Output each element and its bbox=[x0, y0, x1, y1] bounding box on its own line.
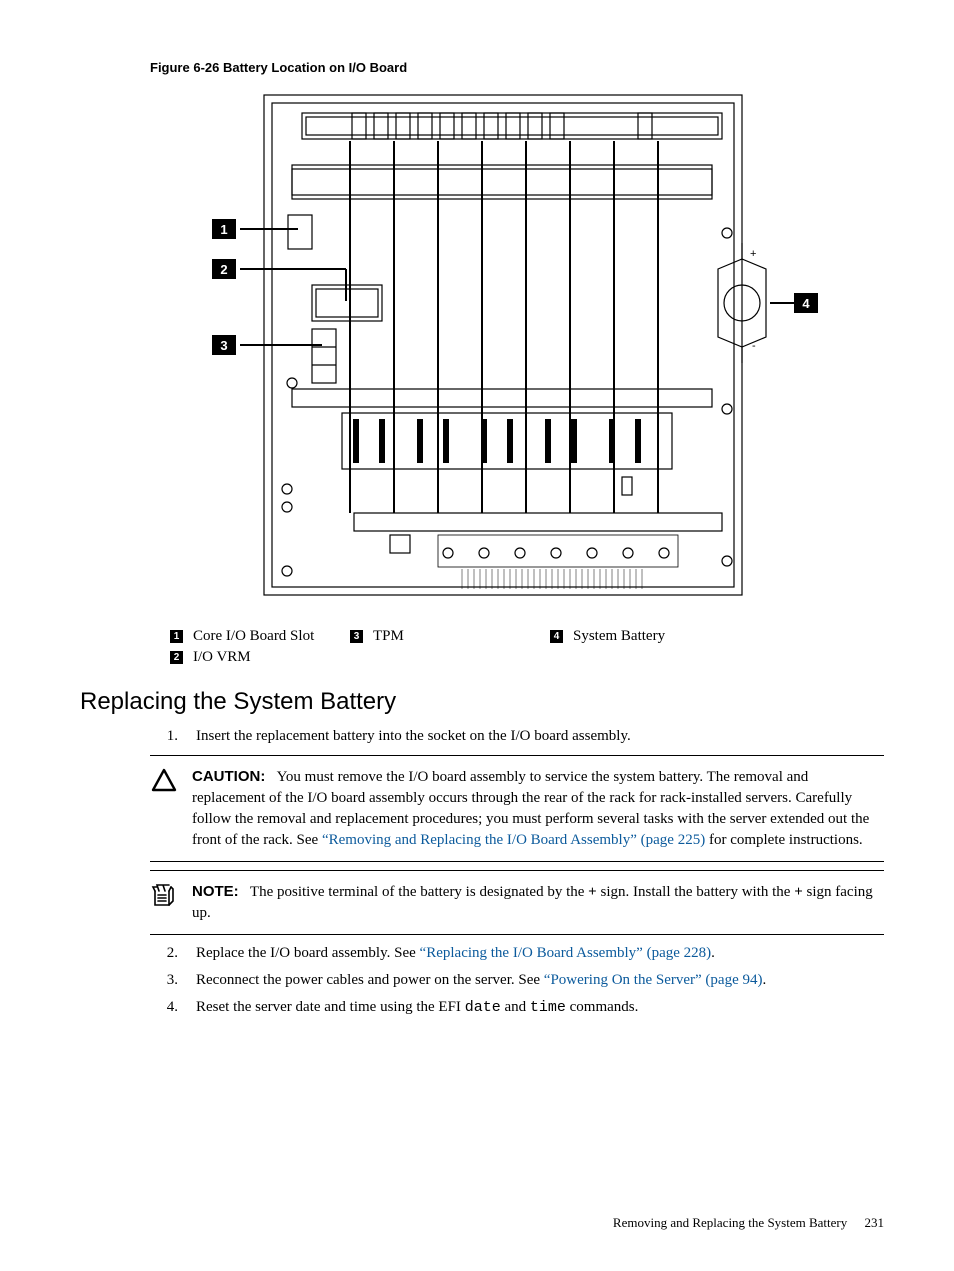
step-2-post: . bbox=[711, 945, 715, 961]
step-3-pre: Reconnect the power cables and power on … bbox=[196, 972, 544, 988]
step-1-num: 1. bbox=[160, 726, 178, 747]
step-4-code-time: time bbox=[530, 999, 566, 1016]
step-2-link[interactable]: “Replacing the I/O Board Assembly” (page… bbox=[420, 945, 712, 961]
legend-item-4: 4 System Battery bbox=[550, 628, 750, 645]
battery-plus-label: + bbox=[750, 248, 756, 260]
note-callout: NOTE: The positive terminal of the batte… bbox=[150, 870, 884, 935]
step-4-num: 4. bbox=[160, 997, 178, 1018]
step-2-pre: Replace the I/O board assembly. See bbox=[196, 945, 420, 961]
legend-badge-2: 2 bbox=[170, 651, 183, 664]
step-4-mid: and bbox=[501, 999, 530, 1015]
caution-text-post: for complete instructions. bbox=[705, 832, 862, 848]
figure-caption: Figure 6-26 Battery Location on I/O Boar… bbox=[150, 60, 884, 75]
step-4-code-date: date bbox=[465, 999, 501, 1016]
caution-callout: CAUTION: You must remove the I/O board a… bbox=[150, 755, 884, 862]
note-label: NOTE: bbox=[192, 883, 239, 900]
callout-3: 3 bbox=[220, 338, 227, 353]
step-2-num: 2. bbox=[160, 943, 178, 964]
step-3-link[interactable]: “Powering On the Server” (page 94) bbox=[544, 972, 763, 988]
callout-1: 1 bbox=[220, 222, 227, 237]
page-footer: Removing and Replacing the System Batter… bbox=[613, 1215, 884, 1231]
step-2: 2. Replace the I/O board assembly. See “… bbox=[160, 943, 884, 964]
callout-2: 2 bbox=[220, 262, 227, 277]
footer-page-number: 231 bbox=[865, 1215, 885, 1230]
caution-label: CAUTION: bbox=[192, 768, 265, 785]
figure-diagram: + - 1 2 3 4 bbox=[80, 83, 884, 616]
step-3-num: 3. bbox=[160, 970, 178, 991]
legend-badge-1: 1 bbox=[170, 630, 183, 643]
note-icon bbox=[151, 883, 177, 909]
step-3-post: . bbox=[762, 972, 766, 988]
step-4: 4. Reset the server date and time using … bbox=[160, 997, 884, 1018]
step-1: 1. Insert the replacement battery into t… bbox=[160, 726, 884, 747]
step-1-text: Insert the replacement battery into the … bbox=[196, 726, 631, 747]
legend-label-3: TPM bbox=[373, 628, 404, 645]
legend-label-2: I/O VRM bbox=[193, 649, 251, 666]
section-heading: Replacing the System Battery bbox=[80, 688, 884, 716]
legend-item-1: 1 Core I/O Board Slot bbox=[170, 628, 350, 645]
legend-badge-3: 3 bbox=[350, 630, 363, 643]
legend-badge-4: 4 bbox=[550, 630, 563, 643]
legend-label-1: Core I/O Board Slot bbox=[193, 628, 314, 645]
callout-4: 4 bbox=[802, 296, 810, 311]
note-text-mid: sign. Install the battery with the bbox=[597, 884, 794, 900]
step-4-pre: Reset the server date and time using the… bbox=[196, 999, 465, 1015]
legend-item-3: 3 TPM bbox=[350, 628, 550, 645]
caution-icon bbox=[151, 768, 177, 792]
step-3: 3. Reconnect the power cables and power … bbox=[160, 970, 884, 991]
legend-label-4: System Battery bbox=[573, 628, 665, 645]
battery-minus-label: - bbox=[752, 340, 756, 352]
figure-legend: 1 Core I/O Board Slot 3 TPM 4 System Bat… bbox=[170, 628, 884, 666]
footer-title: Removing and Replacing the System Batter… bbox=[613, 1215, 847, 1230]
note-plus-2: + bbox=[794, 884, 803, 900]
note-text-pre: The positive terminal of the battery is … bbox=[250, 884, 588, 900]
note-plus-1: + bbox=[588, 884, 597, 900]
step-4-post: commands. bbox=[566, 999, 639, 1015]
caution-link[interactable]: “Removing and Replacing the I/O Board As… bbox=[322, 832, 705, 848]
legend-item-2: 2 I/O VRM bbox=[170, 649, 350, 666]
